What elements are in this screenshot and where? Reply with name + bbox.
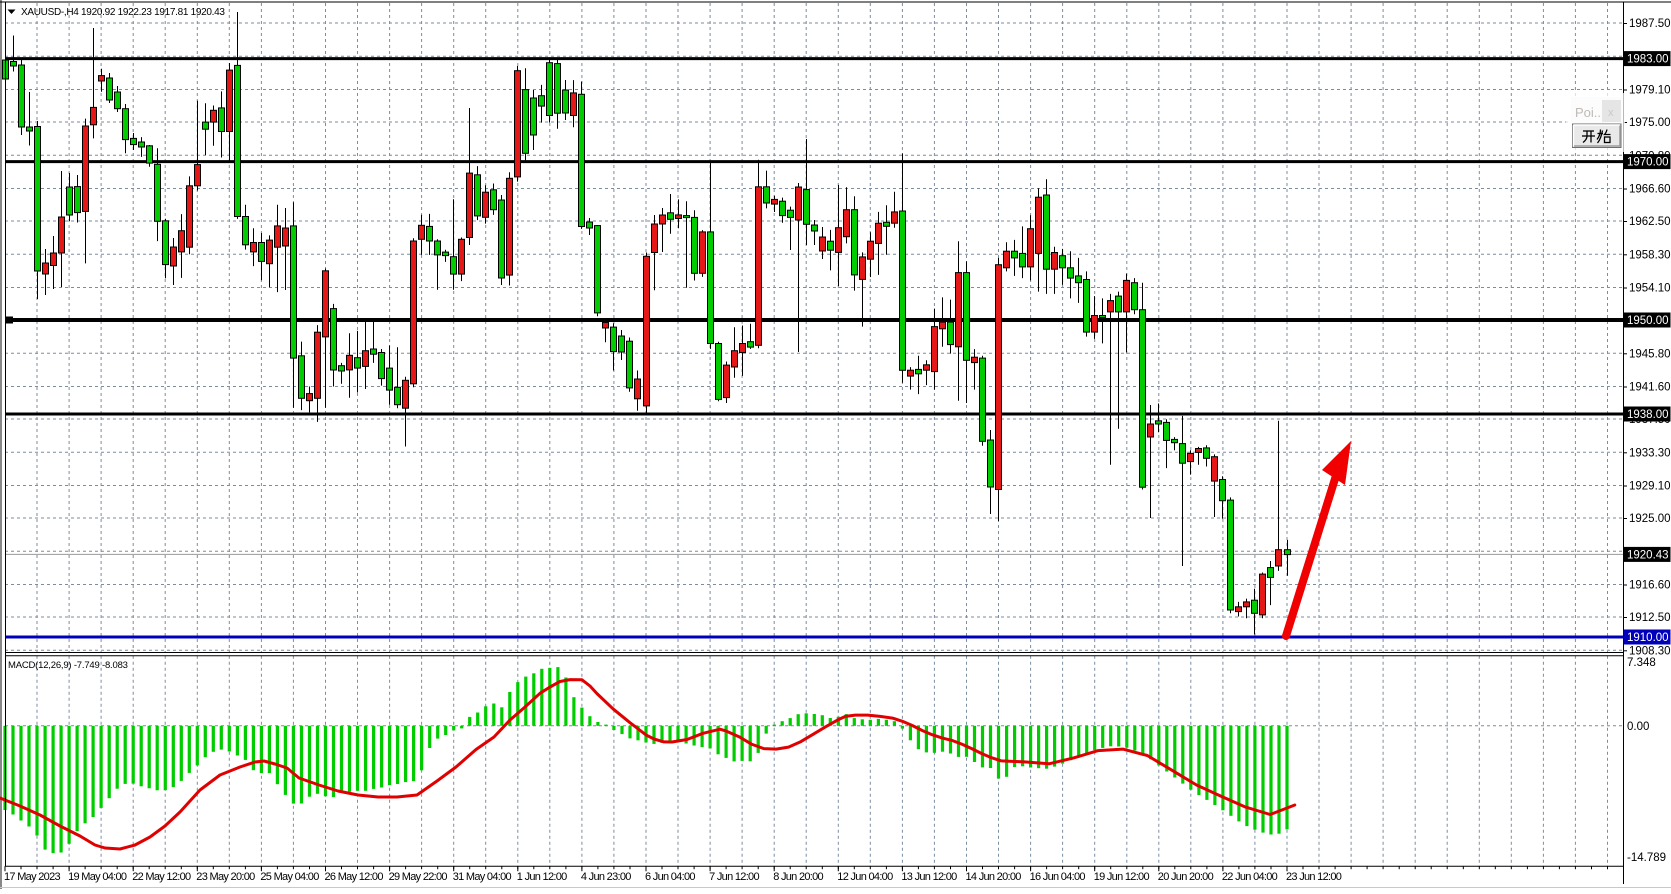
- svg-text:1916.60: 1916.60: [1629, 580, 1671, 592]
- svg-text:25 May 04:00: 25 May 04:00: [260, 871, 319, 883]
- svg-text:XAUUSD-,H4 1920.92 1922.23 19: XAUUSD-,H4 1920.92 1922.23 1917.81 1920.…: [21, 7, 225, 18]
- svg-text:1910.00: 1910.00: [1627, 632, 1669, 644]
- svg-text:1970.00: 1970.00: [1627, 157, 1669, 169]
- svg-text:31 May 04:00: 31 May 04:00: [453, 871, 512, 883]
- svg-text:20 Jun 20:00: 20 Jun 20:00: [1158, 871, 1214, 883]
- svg-text:1975.00: 1975.00: [1629, 117, 1671, 129]
- svg-text:0.00: 0.00: [1627, 721, 1649, 733]
- svg-text:MACD(12,26,9) -7.749 -8.083: MACD(12,26,9) -7.749 -8.083: [8, 660, 128, 671]
- svg-text:1979.10: 1979.10: [1629, 85, 1671, 97]
- svg-text:23 Jun 12:00: 23 Jun 12:00: [1286, 871, 1342, 883]
- svg-text:17 May 2023: 17 May 2023: [4, 871, 60, 883]
- svg-text:7.348: 7.348: [1627, 657, 1656, 669]
- svg-text:1962.50: 1962.50: [1629, 216, 1671, 228]
- svg-text:22 May 12:00: 22 May 12:00: [132, 871, 191, 883]
- svg-text:1938.00: 1938.00: [1627, 409, 1669, 421]
- svg-text:1933.30: 1933.30: [1629, 447, 1671, 459]
- svg-text:1908.30: 1908.30: [1629, 645, 1671, 657]
- svg-text:23 May 20:00: 23 May 20:00: [196, 871, 255, 883]
- svg-text:1987.50: 1987.50: [1629, 18, 1671, 30]
- svg-text:4 Jun 23:00: 4 Jun 23:00: [581, 871, 631, 883]
- svg-text:8 Jun 20:00: 8 Jun 20:00: [773, 871, 823, 883]
- svg-text:1929.10: 1929.10: [1629, 481, 1671, 493]
- svg-text:14 Jun 20:00: 14 Jun 20:00: [966, 871, 1022, 883]
- svg-text:x: x: [1608, 107, 1614, 119]
- svg-text:1925.00: 1925.00: [1629, 513, 1671, 525]
- svg-text:1958.30: 1958.30: [1629, 249, 1671, 261]
- svg-text:1954.10: 1954.10: [1629, 283, 1671, 295]
- svg-text:1920.43: 1920.43: [1627, 549, 1669, 561]
- svg-text:16 Jun 04:00: 16 Jun 04:00: [1030, 871, 1086, 883]
- svg-text:1950.00: 1950.00: [1627, 315, 1669, 327]
- svg-text:26 May 12:00: 26 May 12:00: [325, 871, 384, 883]
- svg-text:19 Jun 12:00: 19 Jun 12:00: [1094, 871, 1150, 883]
- svg-text:1912.50: 1912.50: [1629, 612, 1671, 624]
- svg-text:22 Jun 04:00: 22 Jun 04:00: [1222, 871, 1278, 883]
- svg-text:12 Jun 04:00: 12 Jun 04:00: [837, 871, 893, 883]
- svg-text:-14.789: -14.789: [1627, 852, 1666, 864]
- svg-text:1 Jun 12:00: 1 Jun 12:00: [517, 871, 567, 883]
- svg-text:6 Jun 04:00: 6 Jun 04:00: [645, 871, 695, 883]
- svg-text:13 Jun 12:00: 13 Jun 12:00: [901, 871, 957, 883]
- svg-text:19 May 04:00: 19 May 04:00: [68, 871, 127, 883]
- svg-text:Poi...: Poi...: [1575, 105, 1605, 120]
- svg-text:29 May 22:00: 29 May 22:00: [389, 871, 448, 883]
- svg-text:1941.60: 1941.60: [1629, 382, 1671, 394]
- svg-text:7 Jun 12:00: 7 Jun 12:00: [709, 871, 759, 883]
- svg-text:1983.00: 1983.00: [1627, 54, 1669, 66]
- svg-text:1966.60: 1966.60: [1629, 184, 1671, 196]
- svg-text:1945.80: 1945.80: [1629, 348, 1671, 360]
